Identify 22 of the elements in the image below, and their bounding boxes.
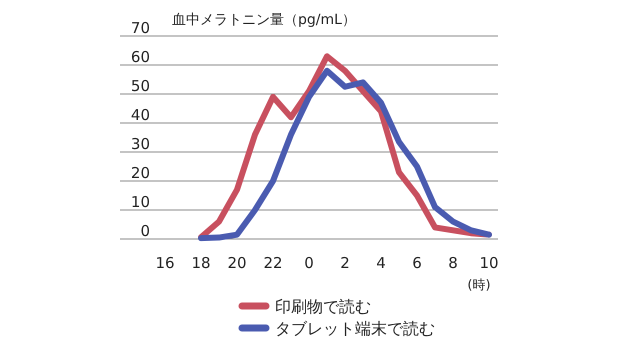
x-tick-label: 22 [263, 254, 283, 272]
x-tick-label: 0 [304, 254, 314, 272]
y-tick-label: 50 [130, 77, 150, 95]
x-tick-label: 16 [155, 254, 175, 272]
x-axis-title: (時) [467, 278, 491, 293]
y-tick-label: 20 [130, 164, 150, 182]
x-tick-label: 8 [448, 254, 458, 272]
x-tick-label: 10 [479, 254, 499, 272]
x-tick-label: 2 [340, 254, 350, 272]
y-tick-label: 10 [130, 193, 150, 211]
x-tick-label: 4 [376, 254, 386, 272]
x-tick-label: 18 [191, 254, 211, 272]
legend-label: 印刷物で読む [275, 297, 371, 316]
x-tick-label: 6 [412, 254, 422, 272]
y-tick-label: 40 [130, 106, 150, 124]
y-tick-label: 30 [130, 135, 150, 153]
y-axis-title: 血中メラトニン量（pg/mL） [172, 12, 356, 28]
y-tick-label: 60 [130, 48, 150, 66]
y-tick-label: 70 [130, 19, 150, 37]
y-tick-label: 0 [140, 222, 150, 240]
legend-label: タブレット端末で読む [275, 319, 435, 338]
x-tick-label: 20 [227, 254, 247, 272]
